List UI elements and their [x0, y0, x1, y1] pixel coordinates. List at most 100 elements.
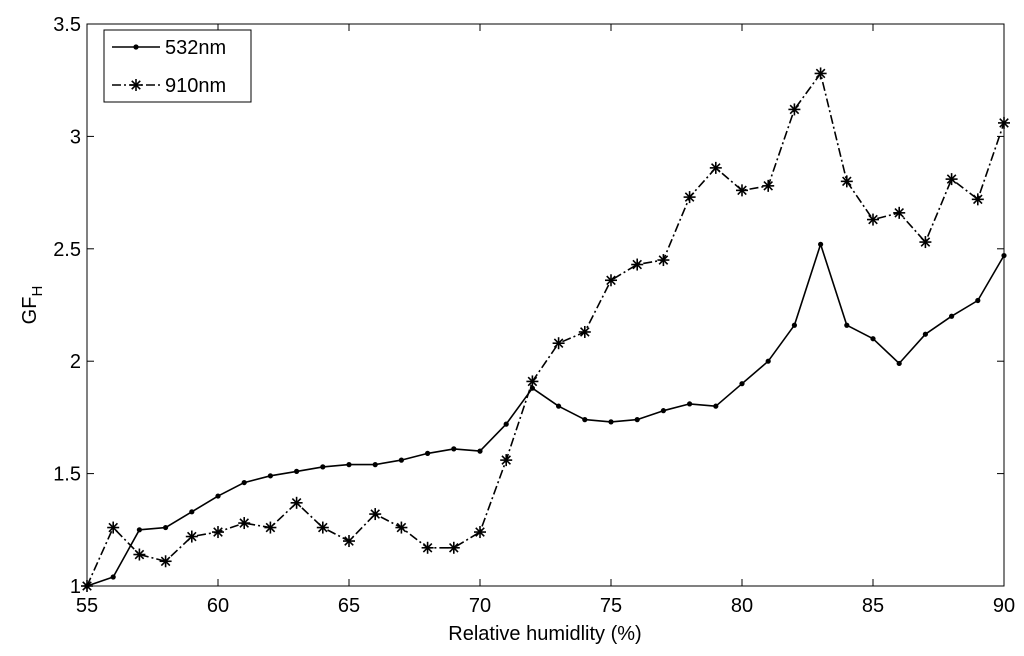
point-910nm-69: [447, 541, 460, 554]
point-532nm-57: [136, 527, 142, 533]
point-532nm-78: [687, 401, 693, 407]
point-910nm-70: [474, 526, 486, 539]
x-tick-label-85: 85: [862, 595, 884, 617]
point-532nm-68: [425, 450, 431, 456]
point-910nm-64: [316, 521, 329, 534]
point-910nm-87: [919, 236, 932, 249]
point-910nm-85: [867, 213, 879, 226]
point-910nm-66: [369, 508, 382, 521]
legend-marker-532nm: [133, 44, 139, 50]
point-532nm-56: [110, 574, 116, 580]
series-910nm: [81, 67, 1010, 592]
point-910nm-86: [893, 206, 906, 219]
point-532nm-89: [975, 297, 981, 304]
point-532nm-83: [818, 241, 824, 247]
y-tick-label-3: 3: [70, 126, 81, 148]
y-tick-label-2: 2: [70, 351, 81, 373]
point-910nm-80: [736, 184, 748, 197]
y-tick-label-3.5: 3.5: [53, 14, 81, 36]
point-910nm-76: [631, 258, 644, 271]
point-532nm-64: [320, 464, 326, 470]
y-axis-title-subscript: H: [29, 286, 46, 297]
x-axis-title: Relative humidlity (%): [448, 623, 641, 645]
point-532nm-76: [634, 417, 640, 423]
x-tick-label-75: 75: [600, 595, 622, 617]
legend-label-910nm: 910nm: [165, 75, 226, 97]
y-tick-label-2.5: 2.5: [53, 239, 81, 261]
point-532nm-90: [1001, 252, 1007, 259]
point-910nm-90: [998, 116, 1010, 129]
point-532nm-65: [346, 462, 352, 468]
point-532nm-84: [844, 322, 850, 328]
point-910nm-56: [107, 521, 120, 534]
point-532nm-75: [608, 419, 614, 425]
plot-area: [86, 23, 1005, 587]
point-532nm-87: [922, 331, 929, 337]
point-532nm-71: [503, 421, 509, 427]
series-line-910nm: [86, 72, 1005, 587]
point-910nm-63: [290, 496, 303, 509]
point-532nm-63: [294, 468, 300, 474]
x-tick-label-70: 70: [469, 595, 491, 617]
point-910nm-57: [133, 548, 146, 561]
point-532nm-88: [949, 313, 955, 319]
point-532nm-62: [267, 473, 273, 479]
point-910nm-62: [264, 521, 277, 534]
point-532nm-86: [896, 360, 902, 367]
series-532nm: [84, 241, 1007, 589]
point-910nm-88: [945, 173, 958, 186]
point-532nm-58: [163, 524, 169, 531]
point-910nm-71: [500, 454, 513, 467]
point-532nm-73: [556, 403, 562, 409]
legend-box: [103, 29, 252, 103]
x-tick-label-60: 60: [207, 595, 229, 617]
svg-text:GFH: GFH: [19, 286, 46, 325]
point-532nm-59: [189, 509, 195, 515]
y-axis-title: GFH: [19, 286, 46, 325]
y-axis-title-main: GF: [19, 297, 41, 325]
point-910nm-59: [185, 530, 198, 543]
point-532nm-79: [713, 403, 719, 409]
y-tick-label-1.5: 1.5: [53, 464, 81, 486]
point-910nm-60: [212, 526, 224, 539]
point-910nm-81: [762, 179, 775, 192]
series-layer: [81, 67, 1010, 592]
point-910nm-73: [552, 337, 565, 350]
point-910nm-58: [159, 555, 172, 568]
point-532nm-61: [241, 479, 247, 486]
point-910nm-55: [81, 580, 93, 592]
point-910nm-61: [238, 517, 251, 530]
x-tick-label-80: 80: [731, 595, 753, 617]
legend-star-shape: [130, 79, 142, 91]
x-tick-label-90: 90: [993, 595, 1015, 617]
x-tick-label-65: 65: [338, 595, 360, 617]
point-532nm-60: [215, 493, 221, 499]
point-910nm-65: [343, 535, 355, 548]
point-910nm-79: [709, 161, 722, 174]
point-532nm-80: [739, 381, 745, 387]
point-532nm-82: [791, 322, 798, 328]
point-532nm-77: [660, 408, 667, 414]
point-532nm-70: [477, 448, 483, 454]
point-910nm-68: [421, 541, 434, 554]
axis-ticks: 55 60 65 70 75 80 85 90 1 1.5 2 2.5 3 3.5: [53, 14, 1015, 617]
legend-label-532nm: 532nm: [165, 37, 226, 59]
point-532nm-67: [398, 457, 404, 463]
point-910nm-84: [840, 175, 853, 188]
point-532nm-66: [372, 462, 378, 468]
point-532nm-72: [529, 385, 536, 391]
point-910nm-74: [578, 325, 591, 338]
series-line-532nm: [86, 243, 1005, 587]
point-532nm-74: [582, 417, 588, 423]
x-tick-label-55: 55: [76, 595, 98, 617]
point-532nm-85: [870, 336, 876, 342]
point-910nm-75: [605, 274, 617, 287]
point-910nm-89: [971, 193, 984, 206]
legend: 532nm 910nm: [103, 29, 252, 103]
point-910nm-77: [657, 254, 670, 267]
point-910nm-78: [683, 191, 696, 204]
point-532nm-81: [765, 358, 771, 364]
legend-marker-910nm: [130, 79, 142, 91]
point-910nm-72: [526, 375, 539, 388]
